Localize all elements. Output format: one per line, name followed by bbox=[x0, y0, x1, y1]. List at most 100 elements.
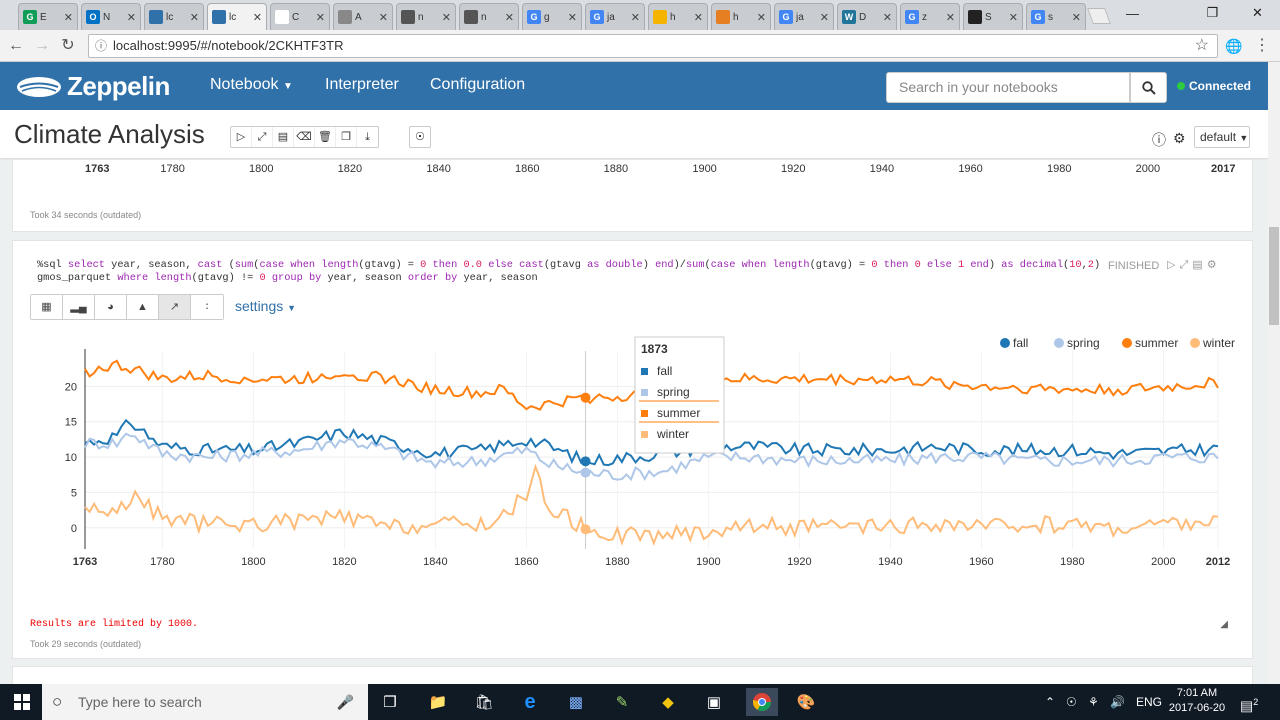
toggle-editor-icon[interactable]: ⤢ bbox=[252, 127, 273, 147]
tab-close-icon[interactable]: ✕ bbox=[378, 11, 388, 24]
notepad-plus-icon[interactable]: ✎ bbox=[615, 694, 629, 711]
new-tab-button[interactable] bbox=[1087, 8, 1111, 24]
notebook-search-input[interactable]: Search in your notebooks bbox=[886, 72, 1130, 103]
wifi-icon[interactable]: ⚘ bbox=[1088, 695, 1099, 709]
notebook-title[interactable]: Climate Analysis bbox=[14, 119, 205, 149]
interpreter-binding-dropdown[interactable]: default ▼ bbox=[1194, 126, 1250, 148]
tab-close-icon[interactable]: ✕ bbox=[693, 11, 703, 24]
back-icon[interactable]: ← bbox=[8, 37, 24, 54]
tab-close-icon[interactable]: ✕ bbox=[252, 11, 262, 24]
language-indicator[interactable]: ENG bbox=[1136, 695, 1163, 709]
clone-notebook-icon[interactable]: ❐ bbox=[336, 127, 357, 147]
line-chart[interactable]: 0 5 10 15 20 1763 1780 1800 1820 1840 1860 1880 1900… bbox=[13, 331, 1254, 591]
system-clock[interactable]: 7:01 AM 2017-06-20 bbox=[1165, 686, 1229, 716]
edge-browser-icon[interactable]: e bbox=[524, 690, 536, 713]
task-view-icon[interactable]: ❒ bbox=[383, 694, 397, 711]
browser-menu-icon[interactable]: ⋮ bbox=[1254, 37, 1270, 54]
dev-tool-icon[interactable]: ▣ bbox=[706, 694, 722, 711]
microphone-icon[interactable]: 🎤 bbox=[336, 694, 354, 710]
volume-icon[interactable]: 🔊 bbox=[1110, 695, 1125, 709]
tab-close-icon[interactable]: ✕ bbox=[882, 11, 892, 24]
scrollbar-thumb[interactable] bbox=[1269, 227, 1279, 325]
sql-code-editor[interactable]: %sql select year, season, cast (sum(case… bbox=[37, 259, 1100, 285]
browser-tab[interactable]: C ✕ bbox=[270, 3, 330, 30]
browser-tab[interactable]: S ✕ bbox=[963, 3, 1023, 30]
browser-tab[interactable]: n ✕ bbox=[459, 3, 519, 30]
browser-tab[interactable]: lc ✕ bbox=[207, 3, 267, 30]
browser-tab[interactable]: O N ✕ bbox=[81, 3, 141, 30]
toggle-output-icon[interactable]: ▤ bbox=[273, 127, 294, 147]
settings-gear-icon[interactable]: ⚙ bbox=[1173, 130, 1186, 146]
tab-close-icon[interactable]: ✕ bbox=[945, 11, 955, 24]
run-paragraph-icon[interactable]: ▷ bbox=[1167, 259, 1180, 271]
bookmark-star-icon[interactable]: ☆ bbox=[1194, 37, 1209, 54]
tab-close-icon[interactable]: ✕ bbox=[1071, 11, 1081, 24]
browser-tab[interactable]: h ✕ bbox=[711, 3, 771, 30]
scatter-chart-icon[interactable]: ∶ bbox=[191, 295, 223, 319]
url-input[interactable]: ⓘ localhost:9995/#/notebook/2CKHTF3TR ☆ bbox=[88, 34, 1218, 58]
close-window-icon[interactable]: ✕ bbox=[1252, 5, 1263, 20]
browser-tab[interactable]: W D ✕ bbox=[837, 3, 897, 30]
tab-close-icon[interactable]: ✕ bbox=[189, 11, 199, 24]
area-chart-icon[interactable]: ▲ bbox=[127, 295, 159, 319]
browser-tab[interactable]: A ✕ bbox=[333, 3, 393, 30]
clear-output-icon[interactable]: ⌫ bbox=[294, 127, 315, 147]
reload-icon[interactable]: ↻ bbox=[61, 37, 75, 54]
forward-icon[interactable]: → bbox=[34, 37, 50, 54]
tab-close-icon[interactable]: ✕ bbox=[819, 11, 829, 24]
tab-close-icon[interactable]: ✕ bbox=[756, 11, 766, 24]
zeppelin-logo-icon[interactable] bbox=[14, 70, 64, 102]
nav-configuration[interactable]: Configuration bbox=[430, 76, 526, 93]
table-view-icon[interactable]: ▦ bbox=[31, 295, 63, 319]
tab-close-icon[interactable]: ✕ bbox=[63, 11, 73, 24]
nav-interpreter[interactable]: Interpreter bbox=[325, 76, 399, 93]
windows-start-icon[interactable] bbox=[8, 688, 36, 716]
show-hidden-icons-icon[interactable]: ⌃ bbox=[1045, 695, 1056, 709]
search-button[interactable] bbox=[1130, 72, 1167, 103]
tab-close-icon[interactable]: ✕ bbox=[441, 11, 451, 24]
virtualbox-icon[interactable]: ▩ bbox=[568, 694, 584, 711]
page-scrollbar[interactable] bbox=[1268, 62, 1280, 684]
tab-close-icon[interactable]: ✕ bbox=[315, 11, 325, 24]
store-icon[interactable]: 🛍 bbox=[474, 694, 494, 711]
resize-handle-icon[interactable]: ◢ bbox=[1220, 619, 1228, 630]
paint-icon[interactable]: 🎨 bbox=[796, 694, 816, 711]
restore-icon[interactable]: ❐ bbox=[1206, 5, 1219, 20]
network-icon[interactable]: ☉ bbox=[1066, 695, 1077, 709]
git-tool-icon[interactable]: ◆ bbox=[662, 694, 674, 711]
tab-close-icon[interactable]: ✕ bbox=[567, 11, 577, 24]
help-icon[interactable]: ⓘ bbox=[1152, 132, 1166, 148]
chart-settings-toggle[interactable]: settings ▼ bbox=[235, 298, 296, 314]
version-control-icon[interactable]: ☉ bbox=[409, 126, 431, 148]
pie-chart-icon[interactable]: ◕ bbox=[95, 295, 127, 319]
file-explorer-icon[interactable]: 📁 bbox=[428, 694, 448, 711]
browser-tab[interactable]: lc ✕ bbox=[144, 3, 204, 30]
delete-notebook-icon[interactable]: 🗑 bbox=[315, 127, 336, 147]
info-icon[interactable]: ⓘ bbox=[95, 39, 108, 53]
tab-close-icon[interactable]: ✕ bbox=[126, 11, 136, 24]
browser-tab[interactable]: G E ✕ bbox=[18, 3, 78, 30]
chrome-taskbar-icon[interactable] bbox=[746, 688, 778, 716]
paragraph-settings-icon[interactable]: ⚙ bbox=[1206, 259, 1221, 271]
run-all-icon[interactable]: ▷ bbox=[231, 127, 252, 147]
tab-close-icon[interactable]: ✕ bbox=[630, 11, 640, 24]
globe-extension-icon[interactable]: 🌐 bbox=[1225, 38, 1243, 54]
toggle-output-icon[interactable]: ▤ bbox=[1192, 259, 1207, 271]
export-notebook-icon[interactable]: ⤓ bbox=[365, 131, 370, 143]
action-center-icon[interactable]: ▤2 bbox=[1240, 697, 1259, 714]
bar-chart-icon[interactable]: ▂▄ bbox=[63, 295, 95, 319]
tab-close-icon[interactable]: ✕ bbox=[1008, 11, 1018, 24]
browser-tab[interactable]: n ✕ bbox=[396, 3, 456, 30]
minimize-icon[interactable]: — bbox=[1126, 5, 1139, 21]
browser-tab[interactable]: h ✕ bbox=[648, 3, 708, 30]
brand-title[interactable]: Zeppelin bbox=[67, 71, 170, 101]
taskbar-search-input[interactable]: ○ Type here to search 🎤 bbox=[42, 684, 368, 720]
tab-close-icon[interactable]: ✕ bbox=[504, 11, 514, 24]
line-chart-icon[interactable]: ↗ bbox=[159, 295, 191, 319]
toggle-editor-icon[interactable]: ⤢ bbox=[1179, 259, 1193, 271]
